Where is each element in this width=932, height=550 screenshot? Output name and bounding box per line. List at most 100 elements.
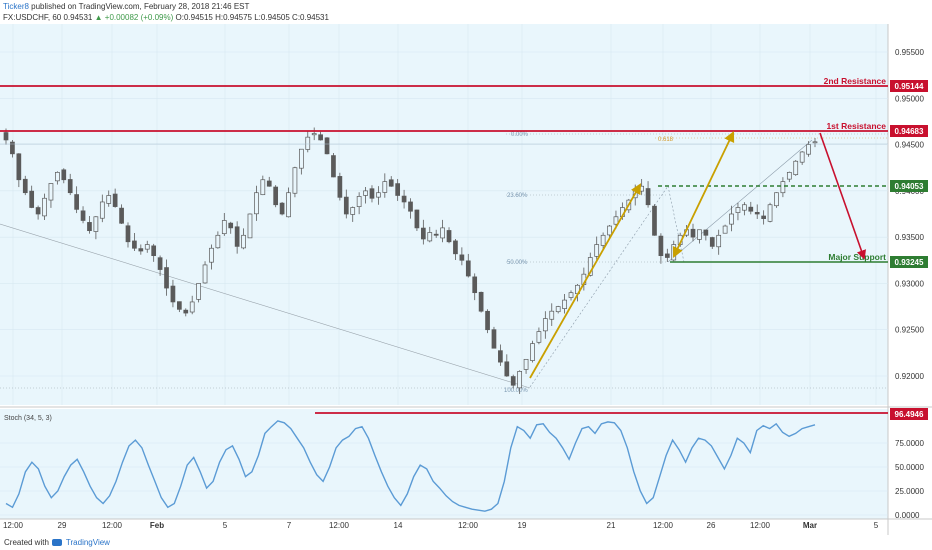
- candle-body: [189, 301, 195, 313]
- candle-body: [709, 237, 715, 247]
- arrow-up-1[interactable]: [529, 183, 642, 379]
- first-resistance-value: 0.94683: [895, 127, 924, 136]
- candle-body: [292, 167, 298, 194]
- candle-body: [652, 205, 657, 236]
- candle-body: [228, 222, 234, 229]
- candle-body: [408, 201, 413, 212]
- candle-body: [754, 211, 760, 215]
- candle-body: [703, 229, 709, 236]
- candle-body: [48, 183, 54, 201]
- price-change: +0.00082 (+0.09%): [104, 13, 174, 22]
- candle-body: [420, 227, 426, 240]
- candle-body: [658, 235, 664, 257]
- time-tick-label: 21: [607, 521, 616, 530]
- time-tick-label: 5: [874, 521, 879, 530]
- fib-trend-up: [529, 185, 669, 388]
- candle-body: [536, 331, 542, 343]
- down-trend-line: [0, 223, 531, 389]
- interim-support-tag: [890, 180, 928, 192]
- candle-body: [106, 195, 112, 204]
- first-resistance-tag: [890, 125, 928, 137]
- candle-body: [61, 169, 67, 181]
- candle-body: [498, 350, 503, 363]
- candle-body: [697, 229, 702, 240]
- stoch-title: Stoch (34, 5, 3): [4, 415, 52, 422]
- candle-body: [343, 196, 349, 215]
- candle-body: [587, 257, 593, 276]
- candle-body: [722, 225, 728, 234]
- candle-body: [363, 190, 368, 196]
- candle-body: [260, 179, 266, 196]
- candle-body: [440, 227, 445, 239]
- second-resistance-tag: [890, 80, 928, 92]
- candle-body: [664, 253, 670, 258]
- candle-body: [716, 234, 722, 248]
- candle-body: [786, 171, 792, 180]
- candle-body: [395, 183, 401, 196]
- author-link[interactable]: Ticker8: [3, 2, 29, 11]
- stoch-panel-bg: [0, 409, 888, 519]
- candle-body: [568, 292, 574, 298]
- price-tick-label: 0.95000: [895, 94, 924, 103]
- candle-body: [465, 260, 471, 277]
- projection-arrows: [529, 131, 866, 379]
- candle-body: [10, 141, 15, 155]
- candle-body: [639, 185, 644, 192]
- tradingview-brand[interactable]: TradingView: [65, 538, 110, 547]
- candle-body: [401, 195, 407, 203]
- candle-body: [170, 285, 176, 303]
- candle-body: [446, 230, 452, 243]
- stoch-tick-label: 25.0000: [895, 487, 924, 496]
- candle-body: [542, 318, 548, 332]
- first-resistance-label: 1st Resistance: [826, 121, 886, 131]
- candle-body: [22, 178, 28, 194]
- candle-body: [99, 201, 105, 219]
- second-resistance-value: 0.95144: [895, 82, 924, 91]
- fib-label-0: 0.00%: [511, 132, 529, 138]
- fib-label-23: 23.60%: [507, 193, 528, 199]
- arrow-down[interactable]: [819, 132, 866, 260]
- candle-body: [485, 310, 490, 331]
- candle-body: [132, 240, 137, 249]
- stoch-axis: 75.0000 50.0000 25.0000 0.0000: [895, 439, 924, 520]
- candle-body: [427, 232, 433, 242]
- candle-body: [742, 204, 747, 211]
- candle-body: [151, 245, 157, 257]
- published-text: published on TradingView.com, February 2…: [28, 2, 250, 11]
- candle-body: [164, 267, 169, 289]
- candle-body: [273, 186, 279, 206]
- candle-body: [311, 133, 317, 136]
- candle-body: [234, 226, 240, 247]
- time-tick-label: 7: [287, 521, 292, 530]
- candle-body: [29, 190, 35, 208]
- stoch-level-value: 96.4946: [895, 410, 924, 419]
- candle-body: [350, 207, 356, 215]
- candle-body: [55, 171, 60, 182]
- candle-body: [286, 192, 291, 218]
- tradingview-logo-icon: [51, 539, 62, 547]
- candle-body: [298, 148, 304, 169]
- candle-body: [196, 283, 201, 300]
- candle-body: [478, 291, 484, 312]
- candle-body: [331, 155, 336, 178]
- candle-body: [112, 193, 118, 207]
- candle-body: [215, 234, 221, 249]
- arrow-up-2[interactable]: [672, 131, 735, 258]
- candle-body: [453, 240, 458, 255]
- price-tick-label: 0.95500: [895, 48, 924, 57]
- time-tick-label: 12:00: [102, 521, 123, 530]
- fib-ext-label: 0.618: [658, 137, 674, 143]
- candle-body: [414, 209, 420, 229]
- fib-label-100: 100.00%: [504, 388, 528, 394]
- candle-body: [16, 153, 22, 181]
- major-support-tag: [890, 256, 928, 268]
- stoch-tick-label: 0.0000: [895, 511, 920, 520]
- candle-body: [812, 141, 818, 144]
- stoch-tick-label: 50.0000: [895, 463, 924, 472]
- candle-body: [382, 181, 388, 193]
- candle-body: [433, 233, 439, 236]
- candle-body: [125, 225, 131, 243]
- candle-body: [594, 244, 600, 257]
- created-with: Created with TradingView: [4, 538, 110, 547]
